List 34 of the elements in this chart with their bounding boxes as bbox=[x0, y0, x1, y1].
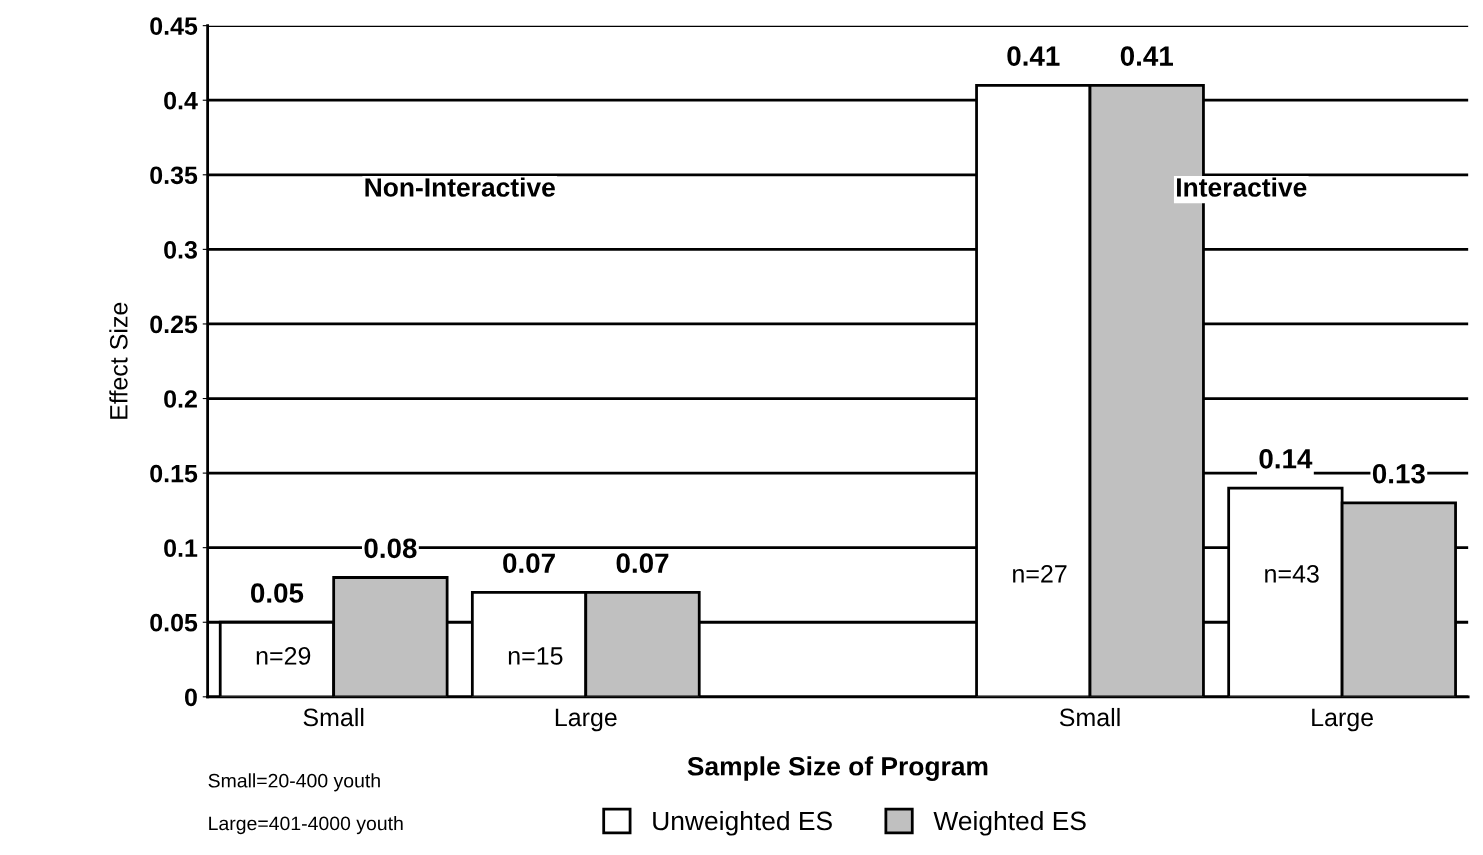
x-tick-label: Large bbox=[555, 708, 617, 732]
y-tick-label: 0.3 bbox=[164, 240, 197, 259]
data-label: 0.14 bbox=[1259, 448, 1313, 469]
y-tick-label: 0.25 bbox=[150, 315, 198, 334]
legend-label: Weighted ES bbox=[933, 810, 1086, 836]
y-tick-label: 0.2 bbox=[164, 390, 197, 408]
y-tick-label: 0.35 bbox=[150, 166, 198, 185]
annotation: n=27 bbox=[1013, 565, 1067, 583]
annotation: Interactive bbox=[1177, 177, 1307, 197]
text: Small=20-400 youth bbox=[208, 773, 380, 792]
y-tick-label: 0.45 bbox=[150, 17, 198, 35]
data-label: 0.41 bbox=[1120, 46, 1173, 66]
data-label: 0.07 bbox=[616, 553, 669, 574]
y-tick-label: 0.1 bbox=[164, 539, 198, 557]
data-label: 0.05 bbox=[251, 583, 304, 603]
data-label: 0.08 bbox=[364, 538, 417, 559]
x-axis-title: Sample Size of Program bbox=[687, 756, 988, 781]
legend-label: Unweighted ES bbox=[653, 810, 832, 836]
annotation: n=15 bbox=[508, 647, 563, 665]
y-axis-title: Effect Size bbox=[109, 302, 128, 419]
y-tick-label: 0.4 bbox=[164, 91, 198, 110]
annotation: Non-Interactive bbox=[365, 177, 555, 197]
y-tick-label: 0.05 bbox=[150, 613, 198, 632]
y-tick-label: 0.15 bbox=[150, 464, 198, 483]
x-tick-label: Small bbox=[303, 707, 364, 727]
y-tick-label: 0 bbox=[184, 688, 197, 707]
x-tick-label: Small bbox=[1059, 707, 1120, 727]
x-tick-label: Large bbox=[1312, 708, 1373, 732]
annotation: n=43 bbox=[1265, 565, 1319, 583]
data-label: 0.13 bbox=[1372, 463, 1425, 484]
data-label: 0.07 bbox=[503, 553, 555, 574]
text: Large=401-4000 youth bbox=[209, 816, 403, 835]
annotation: n=29 bbox=[256, 647, 311, 665]
data-label: 0.41 bbox=[1007, 46, 1060, 66]
